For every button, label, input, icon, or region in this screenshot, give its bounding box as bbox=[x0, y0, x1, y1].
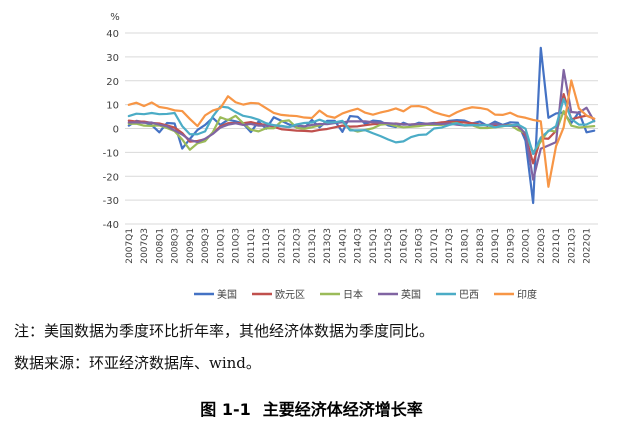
y-tick-label: -10 bbox=[103, 148, 119, 159]
y-unit-label: % bbox=[110, 12, 120, 23]
x-tick-label: 2013Q3 bbox=[323, 228, 333, 264]
figure-caption: 图 1-1 主要经济体经济增长率 bbox=[0, 396, 623, 420]
x-tick-label: 2018Q3 bbox=[476, 228, 486, 264]
legend-label: 日本 bbox=[343, 288, 363, 301]
legend-label: 英国 bbox=[401, 288, 421, 301]
x-tick-label: 2018Q1 bbox=[460, 228, 470, 264]
x-tick-label: 2007Q1 bbox=[125, 228, 135, 264]
x-tick-label: 2020Q1 bbox=[522, 228, 532, 264]
x-tick-label: 2011Q1 bbox=[247, 228, 257, 264]
y-tick-label: -20 bbox=[103, 172, 119, 183]
legend-label: 巴西 bbox=[459, 289, 479, 301]
y-tick-label: 30 bbox=[106, 53, 119, 64]
x-tick-label: 2017Q3 bbox=[445, 228, 455, 264]
source-text: 数据来源：环亚经济数据库、wind。 bbox=[14, 354, 261, 372]
y-tick-label: 0 bbox=[113, 125, 119, 136]
figure-number: 图 1-1 bbox=[200, 400, 251, 419]
x-tick-label: 2020Q3 bbox=[537, 228, 547, 264]
x-tick-label: 2015Q1 bbox=[369, 228, 379, 264]
y-tick-label: 40 bbox=[106, 29, 119, 40]
x-tick-label: 2021Q1 bbox=[552, 228, 562, 264]
x-tick-label: 2012Q1 bbox=[277, 228, 287, 264]
x-tick-label: 2010Q3 bbox=[232, 228, 242, 264]
x-tick-label: 2011Q3 bbox=[262, 228, 272, 264]
legend-label: 欧元区 bbox=[275, 289, 305, 301]
x-tick-label: 2015Q3 bbox=[384, 228, 394, 264]
legend-label: 印度 bbox=[517, 288, 537, 301]
y-tick-label: -40 bbox=[103, 220, 119, 231]
x-tick-label: 2012Q3 bbox=[293, 228, 303, 264]
legend-label: 美国 bbox=[217, 288, 237, 301]
x-tick-label: 2014Q3 bbox=[354, 228, 364, 264]
x-tick-label: 2014Q1 bbox=[338, 228, 348, 264]
y-tick-label: 20 bbox=[106, 77, 119, 88]
x-tick-label: 2017Q1 bbox=[430, 228, 440, 264]
x-tick-label: 2016Q3 bbox=[415, 228, 425, 264]
x-tick-label: 2009Q3 bbox=[201, 228, 211, 264]
x-tick-label: 2013Q1 bbox=[308, 228, 318, 264]
x-tick-label: 2019Q3 bbox=[506, 228, 516, 264]
chart-area: -40 -30 -20 -10 0 10 20 30 40% 2007Q1 2007Q3 2008Q1… bbox=[103, 12, 598, 301]
line-chart: -40 -30 -20 -10 0 10 20 30 40% 2007Q1 2007Q3 2008Q1… bbox=[103, 12, 598, 301]
x-tick-label: 2016Q1 bbox=[399, 228, 409, 264]
series-line bbox=[127, 97, 596, 156]
x-tick-label: 2010Q1 bbox=[216, 228, 226, 264]
y-tick-label: -30 bbox=[103, 196, 119, 207]
y-tick-label: 10 bbox=[106, 101, 119, 112]
figure-title: 主要经济体经济增长率 bbox=[262, 400, 423, 419]
x-tick-label: 2009Q1 bbox=[186, 228, 196, 264]
series-line bbox=[127, 79, 596, 188]
x-tick-label: 2007Q3 bbox=[140, 228, 150, 264]
x-tick-label: 2008Q1 bbox=[155, 228, 165, 264]
note-text: 注：美国数据为季度环比折年率，其他经济体数据为季度同比。 bbox=[14, 322, 435, 340]
x-tick-label: 2019Q1 bbox=[491, 228, 501, 264]
x-tick-label: 2008Q3 bbox=[171, 228, 181, 264]
x-tick-label: 2021Q3 bbox=[567, 228, 577, 264]
x-tick-label: 2022Q1 bbox=[583, 228, 593, 264]
